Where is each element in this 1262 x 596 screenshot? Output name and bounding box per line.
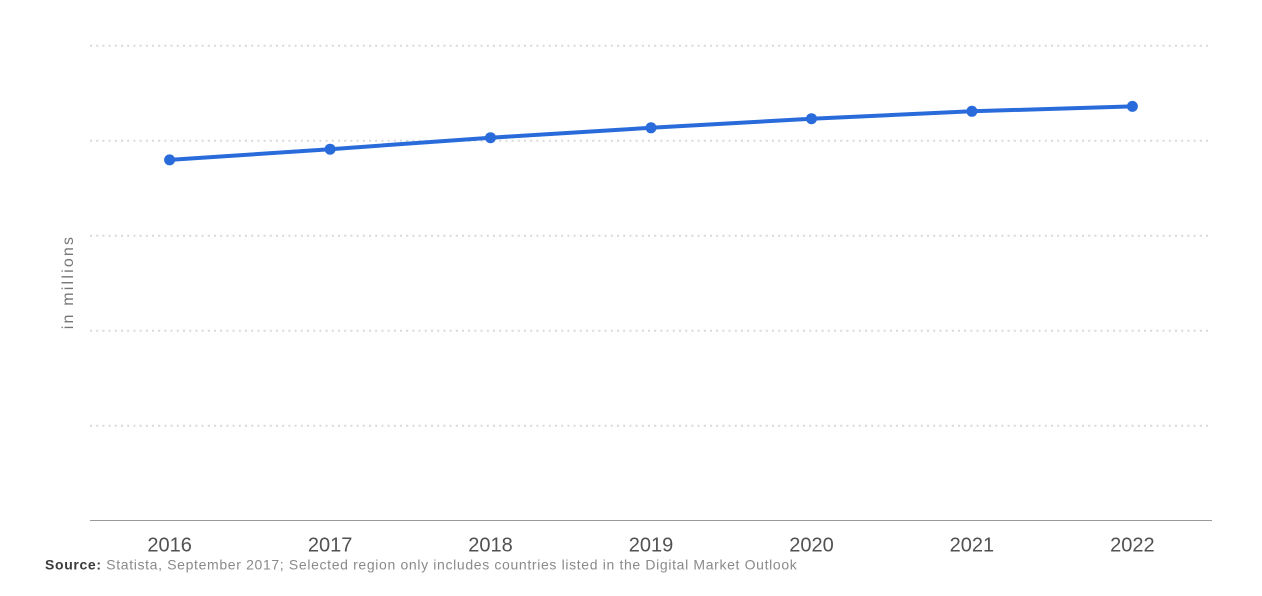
- svg-text:2018: 2018: [468, 534, 513, 556]
- svg-text:2022: 2022: [1110, 534, 1155, 556]
- svg-text:2016: 2016: [147, 534, 192, 556]
- svg-text:2020: 2020: [789, 534, 834, 556]
- svg-text:Source: Statista, September 20: Source: Statista, September 2017; Select…: [45, 556, 798, 572]
- svg-text:2017: 2017: [308, 534, 353, 556]
- svg-text:in millions: in millions: [60, 235, 77, 329]
- svg-text:2019: 2019: [629, 534, 674, 556]
- svg-text:2021: 2021: [950, 534, 995, 556]
